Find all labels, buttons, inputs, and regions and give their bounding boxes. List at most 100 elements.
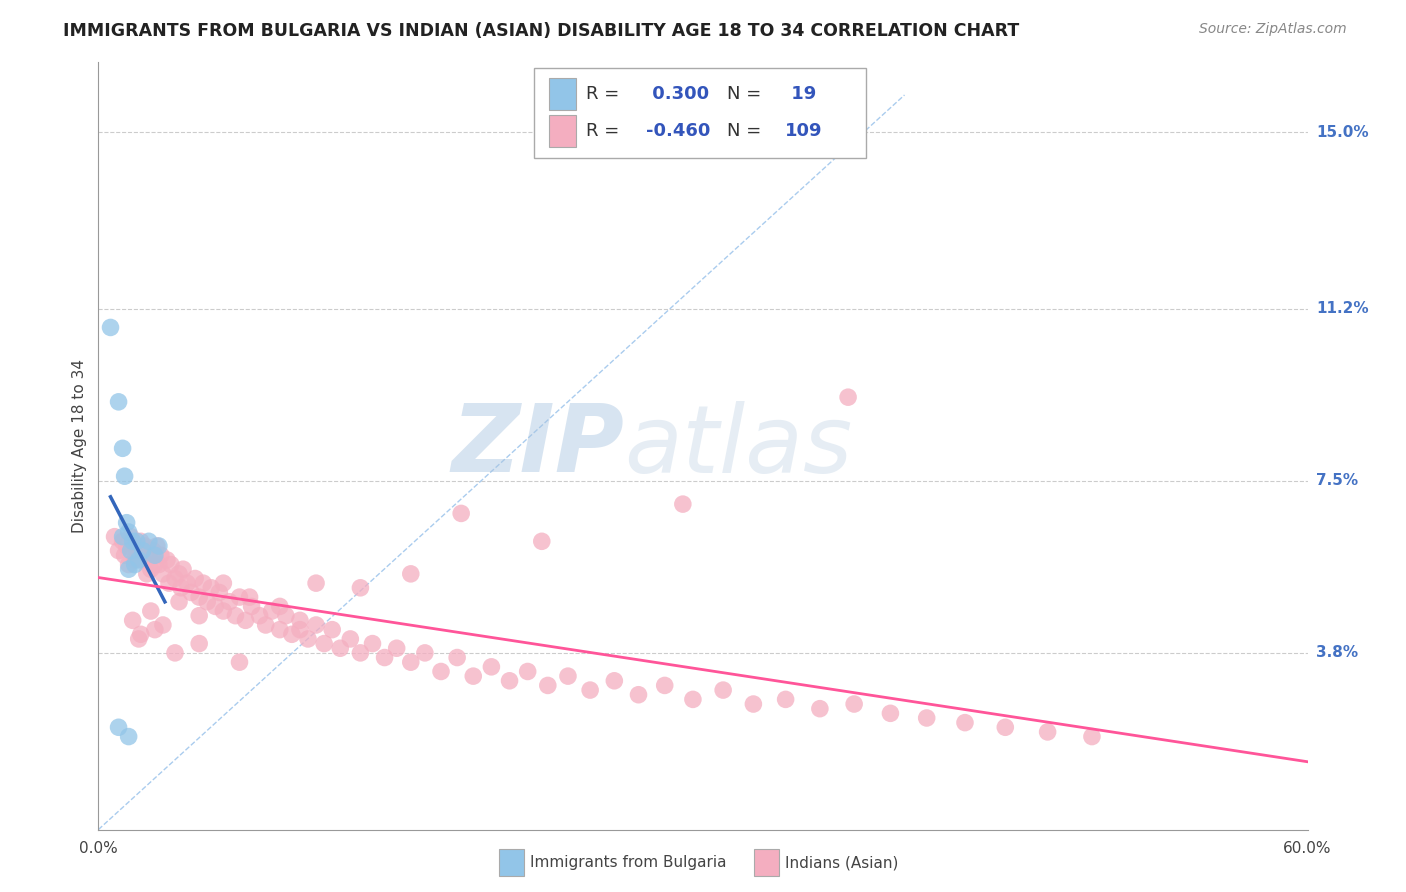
Text: N =: N = [727, 121, 762, 140]
Point [627, 688, 650, 702]
Text: Immigrants from Bulgaria: Immigrants from Bulgaria [530, 855, 727, 870]
Point [107, 543, 129, 558]
Point [260, 604, 283, 618]
Point [269, 599, 291, 614]
Point [654, 678, 676, 692]
Point [537, 678, 560, 692]
Point [557, 669, 579, 683]
Point [114, 469, 136, 483]
Text: 7.5%: 7.5% [1316, 474, 1358, 488]
FancyBboxPatch shape [550, 114, 576, 147]
Point [160, 558, 183, 572]
Point [148, 558, 170, 572]
Point [107, 720, 129, 734]
Text: R =: R = [586, 85, 619, 103]
Point [184, 572, 207, 586]
Point [915, 711, 938, 725]
Point [1081, 730, 1104, 744]
Point [193, 576, 215, 591]
Point [361, 637, 384, 651]
Point [329, 641, 352, 656]
Point [481, 660, 503, 674]
Point [138, 548, 160, 562]
Point [118, 562, 141, 576]
Point [288, 613, 311, 627]
Point [129, 627, 152, 641]
Text: 109: 109 [785, 121, 823, 140]
Text: 3.8%: 3.8% [1316, 646, 1358, 660]
Point [844, 697, 866, 711]
Point [430, 665, 453, 679]
Point [374, 650, 396, 665]
Point [775, 692, 797, 706]
Point [143, 558, 166, 572]
Point [254, 618, 277, 632]
Point [297, 632, 319, 646]
Point [180, 585, 202, 599]
Point [100, 320, 122, 334]
FancyBboxPatch shape [534, 68, 866, 158]
Y-axis label: Disability Age 18 to 34: Disability Age 18 to 34 [72, 359, 87, 533]
Point [305, 618, 328, 632]
Point [132, 553, 155, 567]
Point [188, 608, 211, 623]
Point [385, 641, 408, 656]
Point [349, 581, 371, 595]
Point [163, 572, 186, 586]
Point [139, 604, 162, 618]
Point [1036, 725, 1059, 739]
Point [163, 646, 186, 660]
Point [212, 576, 235, 591]
Point [305, 576, 328, 591]
Point [128, 553, 150, 567]
Text: Indians (Asian): Indians (Asian) [785, 855, 898, 870]
Point [879, 706, 901, 721]
Point [446, 650, 468, 665]
Point [129, 534, 152, 549]
Point [172, 562, 194, 576]
Point [281, 627, 304, 641]
Text: 0.0%: 0.0% [79, 840, 118, 855]
Text: 11.2%: 11.2% [1316, 301, 1368, 317]
Point [148, 539, 170, 553]
Point [143, 623, 166, 637]
Text: ZIP: ZIP [451, 400, 624, 492]
Point [349, 646, 371, 660]
Point [530, 534, 553, 549]
Point [134, 539, 156, 553]
Text: 15.0%: 15.0% [1316, 125, 1368, 140]
Point [118, 730, 141, 744]
Point [399, 655, 422, 669]
Point [115, 516, 138, 530]
Text: R =: R = [586, 121, 619, 140]
Text: 0.300: 0.300 [647, 85, 709, 103]
Point [953, 715, 976, 730]
Point [176, 576, 198, 591]
Point [228, 655, 250, 669]
Point [249, 608, 271, 623]
Point [120, 530, 142, 544]
Point [240, 599, 263, 614]
Point [156, 553, 179, 567]
Point [125, 543, 148, 558]
Point [195, 595, 218, 609]
Point [120, 543, 142, 558]
Point [224, 608, 246, 623]
Point [103, 530, 125, 544]
Text: N =: N = [727, 85, 762, 103]
Point [146, 539, 169, 553]
Point [111, 442, 134, 456]
Point [413, 646, 436, 660]
Point [139, 562, 162, 576]
Point [212, 604, 235, 618]
Point [124, 558, 146, 572]
Point [152, 618, 174, 632]
Text: IMMIGRANTS FROM BULGARIA VS INDIAN (ASIAN) DISABILITY AGE 18 TO 34 CORRELATION C: IMMIGRANTS FROM BULGARIA VS INDIAN (ASIA… [63, 22, 1019, 40]
Point [118, 524, 141, 539]
Point [498, 673, 520, 688]
Point [142, 543, 165, 558]
Text: 19: 19 [785, 85, 817, 103]
Point [808, 701, 831, 715]
Point [107, 394, 129, 409]
Point [111, 530, 134, 544]
